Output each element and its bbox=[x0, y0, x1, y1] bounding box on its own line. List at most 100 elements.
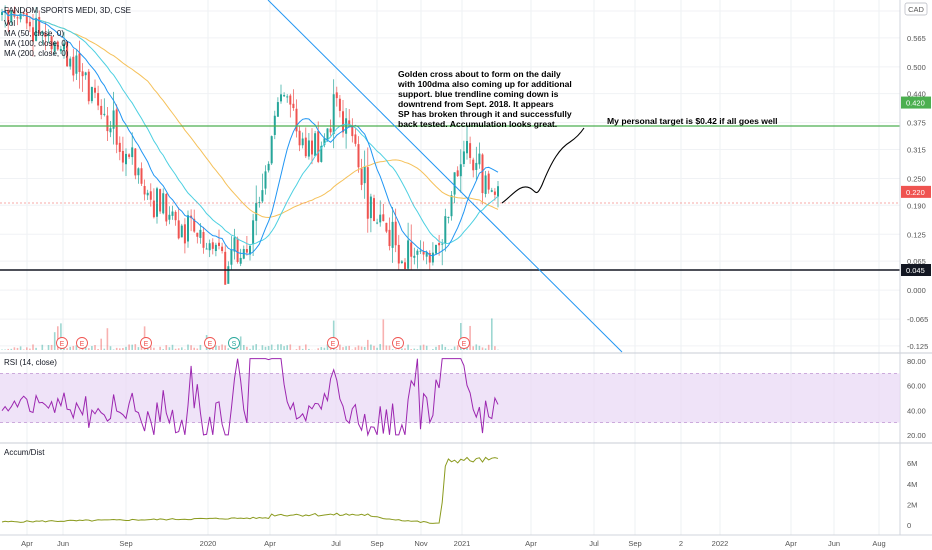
volume-bar bbox=[159, 346, 161, 350]
candle-body bbox=[28, 21, 31, 27]
candle-body bbox=[450, 195, 453, 217]
time-tick-label: Apr bbox=[525, 539, 537, 548]
candle-body bbox=[140, 168, 143, 184]
time-tick-label: Apr bbox=[785, 539, 797, 548]
volume-bar bbox=[441, 344, 443, 350]
volume-bar bbox=[425, 345, 428, 350]
candle-body bbox=[90, 86, 93, 102]
event-marker-icon[interactable] bbox=[140, 337, 152, 349]
accdist-pane[interactable]: Accum/Dist bbox=[1, 448, 499, 524]
candle-body bbox=[121, 150, 124, 163]
volume-bar bbox=[332, 320, 335, 350]
candle-body bbox=[295, 108, 298, 132]
price-tick-label: 0.125 bbox=[907, 230, 926, 239]
volume-bar bbox=[106, 328, 109, 350]
volume-bar bbox=[354, 347, 357, 350]
candle-body bbox=[159, 189, 162, 212]
volume-bar bbox=[407, 344, 409, 350]
candle-body bbox=[422, 251, 425, 255]
volume-bar bbox=[60, 323, 62, 350]
volume-bar bbox=[153, 347, 155, 350]
candle-body bbox=[249, 245, 251, 255]
legend-vol: Vol bbox=[4, 19, 15, 28]
event-marker-icon[interactable] bbox=[458, 337, 470, 349]
candle-body bbox=[131, 147, 134, 158]
volume-bar bbox=[295, 349, 298, 350]
note-annotation: Golden cross about to form on the daily … bbox=[397, 69, 572, 129]
accdist-tick-label: 0 bbox=[907, 521, 911, 530]
candle-body bbox=[270, 136, 273, 164]
price-tick-label: 0.500 bbox=[907, 63, 926, 72]
currency-badge[interactable]: CAD bbox=[904, 2, 928, 16]
rsi-tick-label: 80.00 bbox=[907, 357, 926, 366]
svg-text:with 100dma also coming up for: with 100dma also coming up for additiona… bbox=[397, 79, 572, 89]
candle-body bbox=[276, 102, 279, 117]
candle-body bbox=[481, 154, 484, 194]
event-marker-icon[interactable] bbox=[76, 337, 88, 349]
volume-bar bbox=[472, 346, 474, 350]
event-marker-icon[interactable] bbox=[56, 337, 68, 349]
volume-bar bbox=[109, 346, 112, 350]
candle-body bbox=[112, 110, 115, 129]
legend-ma50: MA (50, close, 0) bbox=[4, 29, 64, 38]
volume-bar bbox=[286, 345, 288, 350]
event-marker-icon[interactable] bbox=[228, 337, 240, 349]
volume-bar bbox=[249, 348, 251, 350]
volume-bar bbox=[388, 345, 391, 350]
volume-bar bbox=[66, 348, 68, 350]
candle-body bbox=[199, 229, 202, 238]
price-axis[interactable]: 0.6900.6250.5650.5000.4400.3750.3150.250… bbox=[907, 0, 928, 351]
candle-body bbox=[78, 53, 81, 73]
candle-body bbox=[183, 224, 186, 244]
volume-bar bbox=[53, 332, 56, 350]
candle-body bbox=[19, 13, 22, 20]
candle-body bbox=[438, 243, 441, 246]
candle-body bbox=[227, 266, 230, 284]
price-marks: 0.420 0.220 0.045 bbox=[901, 96, 931, 276]
candle-body bbox=[475, 162, 478, 170]
candle-body bbox=[146, 192, 149, 196]
volume-bar bbox=[165, 345, 168, 350]
volume-bar bbox=[13, 347, 16, 350]
svg-text:back tested. Accumulation look: back tested. Accumulation looks great. bbox=[398, 119, 557, 129]
volume-bar bbox=[50, 344, 53, 350]
candle-body bbox=[289, 95, 292, 105]
event-marker-letter: E bbox=[208, 341, 213, 348]
candle-body bbox=[373, 198, 375, 222]
candle-body bbox=[410, 242, 413, 257]
volume-bar bbox=[91, 346, 93, 350]
volume-bar bbox=[267, 345, 270, 350]
svg-text:SP has broken through it and s: SP has broken through it and successfull… bbox=[398, 109, 572, 119]
candle-body bbox=[357, 144, 360, 168]
volume-bar bbox=[69, 346, 71, 350]
rsi-pane[interactable]: RSI (14, close) bbox=[0, 358, 900, 437]
volume-bar bbox=[261, 345, 264, 350]
time-axis[interactable]: Apr Jun Sep 2020 Apr Jul Sep Nov 2021 Apr Jul Sep 2 2… bbox=[21, 539, 886, 548]
price-mark-badge bbox=[901, 96, 931, 109]
candle-body bbox=[137, 168, 140, 176]
volume-bar bbox=[391, 349, 394, 350]
volume-bar bbox=[438, 345, 440, 350]
candle-body bbox=[304, 137, 307, 157]
rsi-band bbox=[0, 373, 900, 423]
rsi-tick-label: 60.00 bbox=[907, 382, 926, 391]
candle-body bbox=[298, 130, 301, 146]
event-marker-icon[interactable] bbox=[204, 337, 216, 349]
price-tick-label: 0.250 bbox=[907, 174, 926, 183]
candle-body bbox=[301, 138, 304, 146]
event-marker-icon[interactable] bbox=[392, 337, 404, 349]
candle-body bbox=[497, 186, 499, 197]
volume-bar bbox=[131, 344, 133, 350]
candle-body bbox=[493, 191, 496, 195]
candle-body bbox=[22, 12, 25, 14]
volume-bar bbox=[16, 347, 19, 350]
volume-bar bbox=[491, 318, 493, 350]
event-marker-icon[interactable] bbox=[327, 337, 339, 349]
candle-body bbox=[59, 48, 62, 52]
volume-bar bbox=[363, 346, 366, 350]
candle-body bbox=[425, 251, 428, 257]
grid bbox=[0, 0, 900, 535]
volume-bar bbox=[97, 349, 99, 350]
